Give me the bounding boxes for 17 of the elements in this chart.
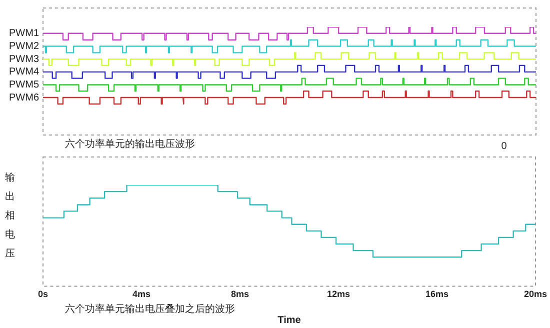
text: 六个功率单元输出电压叠加之后的波形 <box>65 302 235 315</box>
x-tick-label: 0s <box>38 289 48 300</box>
text: 六个功率单元的输出电压波形 <box>65 138 195 150</box>
series-label: PWM2 <box>9 40 40 52</box>
text: 0 <box>501 140 508 152</box>
x-tick-label: 20ms <box>524 289 548 300</box>
y-axis-title: 输出相电压 <box>5 171 15 260</box>
series-label: PWM1 <box>9 28 40 40</box>
series-label: PWM3 <box>9 54 40 65</box>
x-tick-label: 4ms <box>132 289 151 300</box>
series-label: PWM5 <box>9 80 40 91</box>
series-label: PWM6 <box>9 92 40 104</box>
x-axis-title: Time <box>278 314 302 326</box>
x-tick-label: 8ms <box>230 289 250 300</box>
series-label: PWM4 <box>9 66 40 78</box>
x-tick-label: 16ms <box>425 289 449 300</box>
x-tick-label: 12ms <box>326 289 350 300</box>
